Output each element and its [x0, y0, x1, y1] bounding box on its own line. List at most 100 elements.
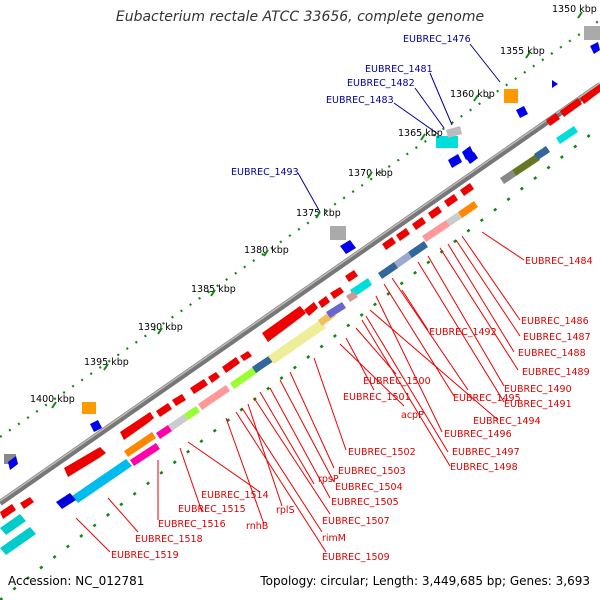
gene-arrow[interactable]	[412, 217, 426, 230]
gene-arrow[interactable]	[330, 287, 344, 299]
gene-block[interactable]	[90, 420, 102, 432]
tick-mark	[473, 94, 479, 102]
gene-label-outer: EUBREC_1476	[403, 34, 471, 45]
gene-block[interactable]	[156, 425, 172, 439]
leader-line	[279, 379, 335, 483]
gene-label-inner: acpP	[401, 410, 424, 421]
feature-blocks	[0, 126, 578, 555]
gene-label-inner: rplS	[276, 505, 295, 516]
leader-line	[269, 387, 331, 499]
gene-arrow[interactable]	[560, 98, 582, 117]
gene-arrow[interactable]	[222, 357, 240, 373]
gene-block[interactable]	[340, 240, 356, 254]
gene-block[interactable]	[56, 493, 76, 509]
gene-block[interactable]	[168, 414, 188, 431]
gene-block[interactable]	[0, 527, 36, 555]
gene-label-inner: rpsP	[318, 474, 339, 485]
gene-arrow[interactable]	[304, 302, 318, 316]
gene-arrow[interactable]	[428, 206, 442, 219]
gene-label-inner: EUBREC_1500	[363, 376, 431, 387]
gene-block[interactable]	[422, 220, 450, 242]
gene-arrow[interactable]	[190, 379, 208, 394]
gene-block[interactable]	[556, 126, 578, 144]
gene-block[interactable]	[4, 454, 16, 464]
gene-arrow[interactable]	[546, 113, 560, 126]
gene-label-inner: EUBREC_1519	[111, 550, 179, 561]
gene-arrow[interactable]	[0, 504, 16, 519]
tick-mark	[420, 133, 426, 141]
gene-label-inner: EUBREC_1515	[178, 504, 246, 515]
gene-block[interactable]	[8, 456, 18, 470]
gene-block[interactable]	[446, 212, 462, 226]
inner-leader-lines	[75, 231, 525, 553]
leader-line	[247, 403, 283, 507]
gene-block[interactable]	[446, 126, 462, 138]
gene-block[interactable]	[198, 385, 230, 410]
gene-block[interactable]	[394, 252, 412, 268]
gene-block[interactable]	[500, 170, 516, 184]
leader-line	[414, 87, 445, 129]
gene-arrow[interactable]	[208, 372, 220, 383]
gene-block[interactable]	[252, 355, 274, 373]
gene-block[interactable]	[72, 459, 132, 503]
tick-label: 1360 kbp	[450, 89, 495, 100]
leader-line	[225, 417, 265, 525]
gene-block[interactable]	[326, 302, 346, 318]
gene-arrow[interactable]	[345, 270, 358, 282]
gene-label-inner: EUBREC_1498	[450, 462, 518, 473]
gene-arrow[interactable]	[240, 351, 252, 361]
gene-block[interactable]	[230, 365, 260, 389]
gene-block[interactable]	[350, 278, 372, 297]
leader-line	[393, 102, 439, 135]
gene-block[interactable]	[448, 154, 462, 168]
gene-block[interactable]	[268, 320, 326, 364]
gene-label-inner: EUBREC_1484	[525, 256, 593, 267]
gene-arrow[interactable]	[20, 497, 34, 509]
gene-block[interactable]	[590, 42, 600, 54]
gene-label-inner: EUBREC_1516	[158, 519, 226, 530]
leader-line	[187, 441, 261, 493]
gene-block[interactable]	[130, 443, 160, 466]
gene-block[interactable]	[512, 154, 540, 176]
gene-label-inner: EUBREC_1514	[201, 490, 269, 501]
gene-arrow[interactable]	[444, 194, 458, 207]
gene-block[interactable]	[462, 146, 474, 160]
gene-block[interactable]	[184, 406, 200, 420]
gene-block[interactable]	[124, 432, 156, 457]
gene-arrow[interactable]	[580, 84, 600, 104]
gene-block[interactable]	[458, 201, 478, 218]
gene-arrow[interactable]	[396, 228, 410, 241]
outer-gene-glyphs	[4, 26, 600, 470]
gene-label-inner: EUBREC_1502	[348, 447, 416, 458]
gene-arrow[interactable]	[382, 237, 396, 250]
gene-arrow[interactable]	[318, 296, 330, 308]
gene-arrow[interactable]	[172, 394, 186, 406]
gene-arrow[interactable]	[64, 447, 106, 477]
gene-block[interactable]	[516, 106, 528, 118]
gene-block[interactable]	[330, 226, 346, 240]
gene-block[interactable]	[408, 241, 428, 258]
gene-block[interactable]	[534, 146, 550, 160]
gene-arrow[interactable]	[262, 306, 306, 342]
gene-label-inner: EUBREC_1488	[518, 348, 586, 359]
leader-line	[383, 283, 455, 397]
gene-block[interactable]	[82, 402, 96, 414]
gene-block[interactable]	[504, 89, 518, 103]
gene-block[interactable]	[552, 80, 558, 88]
gene-block[interactable]	[436, 136, 458, 148]
leader-line	[427, 255, 505, 387]
gene-block[interactable]	[0, 514, 26, 535]
gene-block[interactable]	[346, 291, 358, 302]
tick-label: 1365 kbp	[398, 128, 443, 139]
gene-arrow[interactable]	[156, 403, 172, 417]
gene-label-outer: EUBREC_1481	[365, 64, 433, 75]
gene-label-inner: EUBREC_1497	[452, 447, 520, 458]
gene-block[interactable]	[584, 26, 600, 40]
gene-arrow[interactable]	[460, 183, 474, 196]
gene-block[interactable]	[378, 262, 398, 279]
leader-line	[401, 289, 429, 331]
gene-block[interactable]	[466, 152, 478, 164]
gene-arrow[interactable]	[120, 412, 154, 440]
leader-line	[361, 319, 451, 467]
gene-label-outer: EUBREC_1493	[231, 167, 299, 178]
